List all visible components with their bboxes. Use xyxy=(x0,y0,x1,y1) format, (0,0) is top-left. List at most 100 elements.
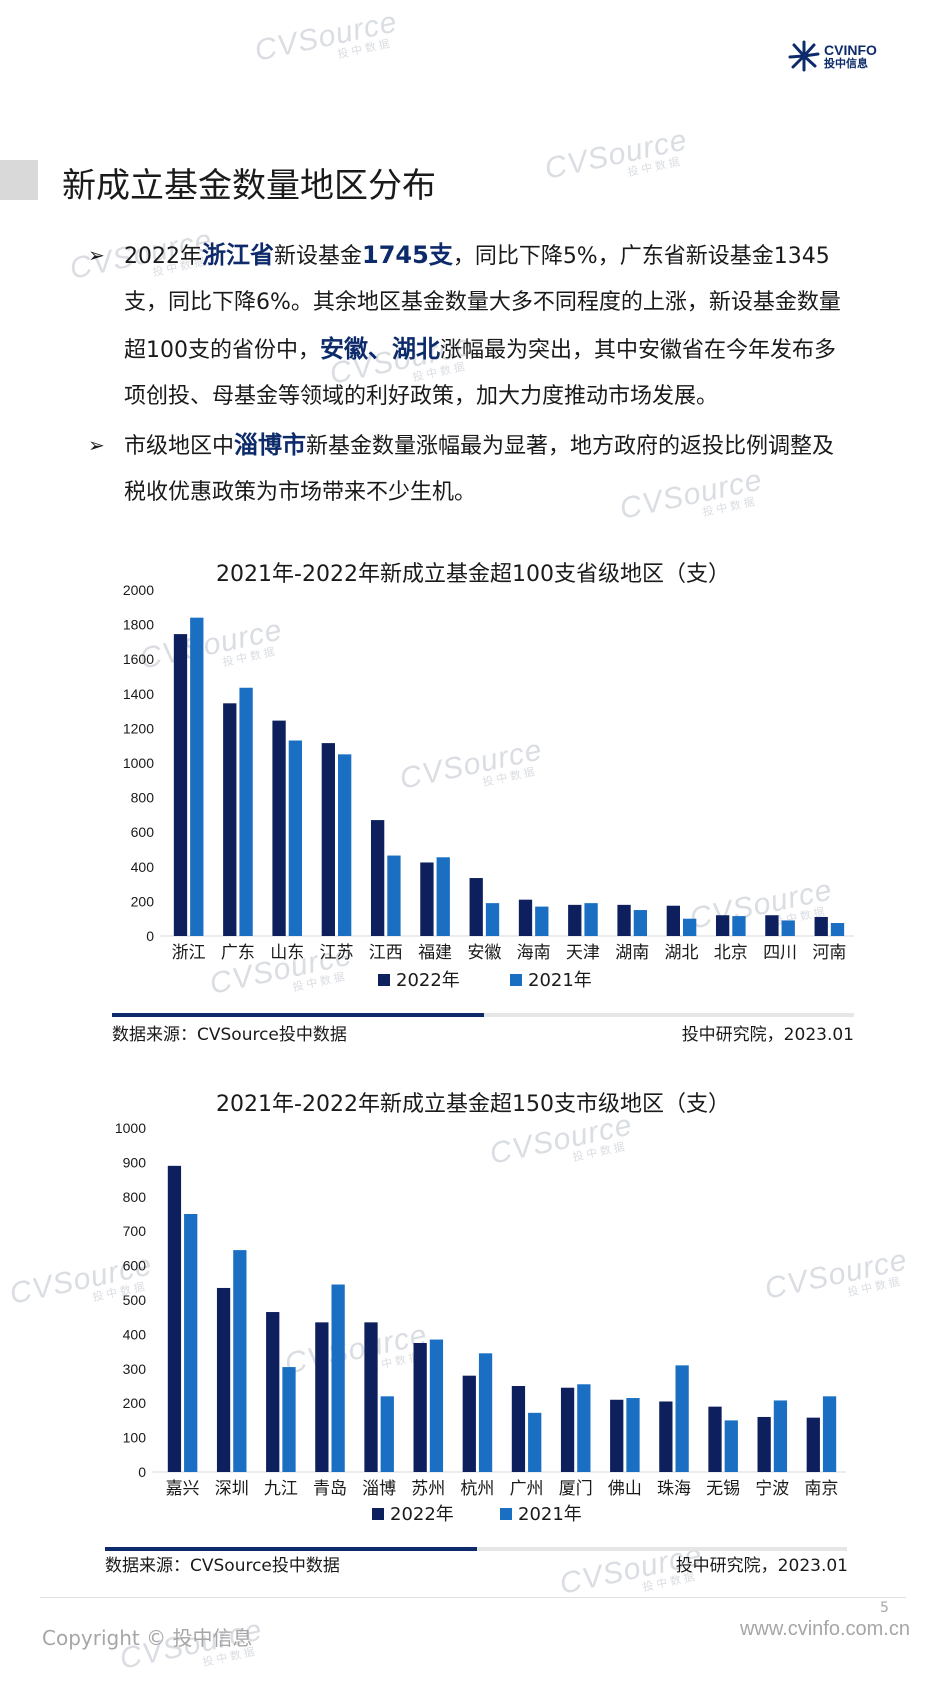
x-category-label: 湖北 xyxy=(665,943,699,963)
watermark-subtext: 投中数据 xyxy=(336,37,394,61)
x-category-label: 四川 xyxy=(763,943,797,963)
y-tick-label: 0 xyxy=(146,928,154,944)
bar-2021-湖北 xyxy=(683,918,697,936)
bar-2021-嘉兴 xyxy=(184,1214,198,1472)
copyright: Copyright © 投中信息 xyxy=(42,1626,253,1650)
logo-name: CVINFO xyxy=(824,41,877,58)
bar-2021-苏州 xyxy=(429,1339,444,1472)
bullet-list: ➢ 2022年浙江省新设基金1745支，同比下降5%，广东省新设基金1345支，同… xyxy=(88,232,848,518)
bar-2021-佛山 xyxy=(626,1398,640,1472)
legend-label: 2021年 xyxy=(528,970,592,991)
bar-2022-广州 xyxy=(511,1386,526,1472)
y-tick-label: 1600 xyxy=(123,651,154,667)
bar-2021-淄博 xyxy=(380,1396,394,1472)
bar-2022-深圳 xyxy=(216,1287,231,1472)
x-category-label: 北京 xyxy=(714,943,748,963)
bar-2021-福建 xyxy=(436,857,450,936)
watermark-text: CVSource xyxy=(251,5,401,68)
watermark-subtext: 投中数据 xyxy=(626,155,684,179)
legend-label: 2022年 xyxy=(396,970,460,991)
y-tick-label: 400 xyxy=(123,1326,147,1342)
y-tick-label: 200 xyxy=(123,1395,147,1411)
bar-2022-珠海 xyxy=(659,1401,673,1472)
legend-swatch-2022 xyxy=(372,1508,384,1520)
bar-2021-浙江 xyxy=(190,617,204,936)
watermark-text: CVSource xyxy=(541,123,691,186)
legend-label: 2022年 xyxy=(390,1504,454,1525)
bar-2022-南京 xyxy=(806,1417,820,1472)
credit-city: 投中研究院，2023.01 xyxy=(675,1556,848,1576)
x-category-label: 杭州 xyxy=(460,1479,494,1499)
x-category-label: 山东 xyxy=(270,943,304,963)
x-category-label: 福建 xyxy=(418,943,452,963)
bar-2022-安徽 xyxy=(469,878,483,936)
data-source-province: 数据来源：CVSource投中数据 xyxy=(112,1025,347,1045)
y-tick-label: 2000 xyxy=(123,582,154,598)
bar-2022-厦门 xyxy=(560,1387,575,1472)
bar-2022-天津 xyxy=(568,904,582,936)
y-tick-label: 1800 xyxy=(123,617,154,633)
y-tick-label: 600 xyxy=(123,1258,147,1274)
page-title: 新成立基金数量地区分布 xyxy=(62,166,436,206)
x-category-label: 安徽 xyxy=(467,943,501,963)
x-category-label: 九江 xyxy=(264,1479,298,1499)
y-tick-label: 200 xyxy=(131,893,155,909)
bar-2022-广东 xyxy=(223,703,237,936)
x-category-label: 湖南 xyxy=(615,943,649,963)
bar-2021-安徽 xyxy=(485,903,500,936)
x-category-label: 深圳 xyxy=(215,1479,249,1499)
y-tick-label: 500 xyxy=(123,1292,147,1308)
chart-title-province: 2021年-2022年新成立基金超100支省级地区（支） xyxy=(216,562,730,587)
y-tick-label: 800 xyxy=(131,790,155,806)
bar-2022-青岛 xyxy=(315,1322,329,1472)
watermark: CVSource 投中数据 xyxy=(251,5,402,77)
x-category-label: 浙江 xyxy=(172,943,206,963)
bullet-text: 涨幅最为突出，其中安徽省在今年发布多项创投、母基金等领域的利好政策，加大力度推动… xyxy=(124,338,837,409)
highlight-text: 安徽、湖北 xyxy=(320,335,440,363)
bar-2022-江苏 xyxy=(321,743,335,936)
bar-2021-江苏 xyxy=(338,754,352,936)
highlight-text: 淄博市 xyxy=(234,431,307,459)
y-tick-label: 900 xyxy=(123,1154,147,1170)
x-category-label: 广东 xyxy=(221,943,255,963)
x-category-label: 嘉兴 xyxy=(166,1479,200,1499)
legend-swatch-2021 xyxy=(510,974,522,986)
bar-2021-广州 xyxy=(528,1412,542,1472)
y-tick-label: 800 xyxy=(123,1189,147,1205)
x-category-label: 青岛 xyxy=(313,1479,347,1499)
bar-2022-北京 xyxy=(715,915,730,936)
highlight-text: 1745支 xyxy=(362,241,453,269)
bar-2021-四川 xyxy=(781,920,795,936)
bar-2022-湖南 xyxy=(617,904,631,936)
x-category-label: 江西 xyxy=(369,943,403,963)
page-number: 5 xyxy=(880,1600,889,1616)
bullet-item: ➢ 2022年浙江省新设基金1745支，同比下降5%，广东省新设基金1345支，同… xyxy=(88,232,848,420)
highlight-text: 浙江省 xyxy=(202,241,274,269)
chart-city: 0 100 200 300 400 500 600 700 800 900 1000 嘉兴 深圳 九江 青岛… xyxy=(105,1120,847,1551)
bar-2022-河南 xyxy=(814,916,828,936)
bullet-text: ，同比下降5%，广东省新设基金1345支，同比下降6%。其余地区基金数量大多不同… xyxy=(124,244,841,363)
x-category-label: 海南 xyxy=(517,943,551,963)
bar-2022-杭州 xyxy=(462,1375,476,1472)
watermark: CVSource 投中数据 xyxy=(541,123,692,195)
bar-2021-珠海 xyxy=(675,1365,689,1472)
y-tick-label: 600 xyxy=(131,824,155,840)
y-tick-label: 1200 xyxy=(123,720,154,736)
bar-2021-河南 xyxy=(830,923,845,936)
y-tick-label: 1000 xyxy=(123,755,154,771)
x-category-label: 宁波 xyxy=(755,1479,789,1499)
website-link[interactable]: www.cvinfo.com.cn xyxy=(739,1618,910,1640)
x-category-label: 佛山 xyxy=(608,1479,642,1499)
title-accent-bar xyxy=(0,160,38,200)
bar-2021-广东 xyxy=(239,687,253,936)
bullet-item: ➢ 市级地区中淄博市新基金数量涨幅最为显著，地方政府的返投比例调整及税收优惠政策为… xyxy=(88,422,848,516)
bar-2021-厦门 xyxy=(577,1384,591,1472)
bar-2021-深圳 xyxy=(233,1250,247,1472)
y-tick-label: 400 xyxy=(131,859,155,875)
logo-subname: 投中信息 xyxy=(824,56,868,70)
bullet-arrow-icon: ➢ xyxy=(88,433,105,457)
bullet-text: 新设基金 xyxy=(274,244,363,269)
x-category-label: 河南 xyxy=(812,943,846,963)
y-tick-label: 0 xyxy=(138,1464,146,1480)
y-tick-label: 700 xyxy=(123,1223,147,1239)
